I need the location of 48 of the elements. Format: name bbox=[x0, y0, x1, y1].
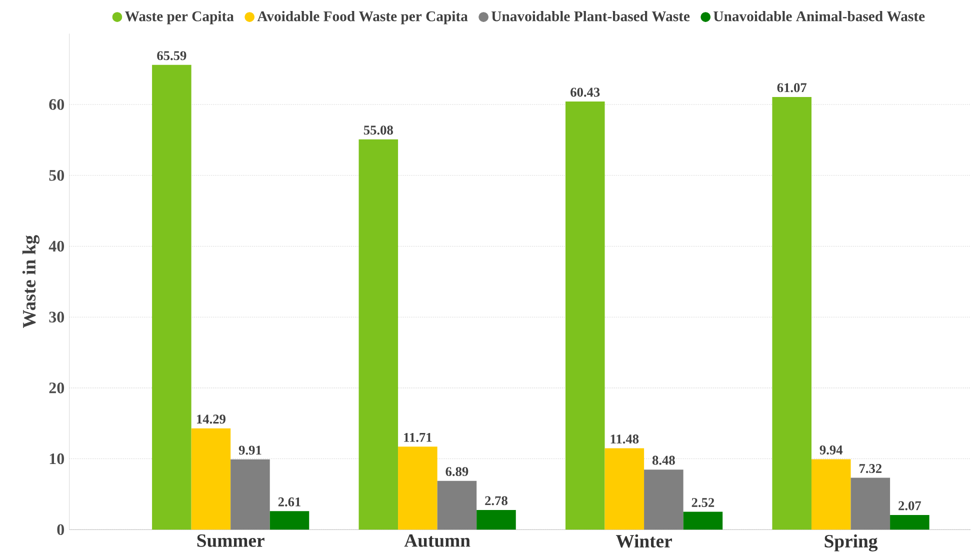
legend-label: Unavoidable Animal-based Waste bbox=[714, 10, 925, 22]
bar bbox=[230, 459, 270, 530]
y-tick-label: 10 bbox=[50, 453, 64, 464]
bar bbox=[811, 459, 851, 530]
x-tick-label: Spring bbox=[824, 534, 878, 552]
bar bbox=[398, 446, 438, 530]
data-label: 2.52 bbox=[692, 498, 714, 508]
y-tick-label: 60 bbox=[49, 99, 64, 110]
x-tick-label: Autumn bbox=[404, 534, 470, 547]
bar bbox=[644, 470, 684, 530]
data-label: 9.94 bbox=[820, 446, 843, 455]
bar bbox=[437, 480, 477, 530]
y-tick-label: 30 bbox=[49, 312, 64, 322]
data-label: 65.59 bbox=[157, 51, 186, 60]
bar bbox=[358, 139, 398, 530]
data-label: 9.91 bbox=[238, 446, 262, 455]
data-label: 6.89 bbox=[446, 467, 468, 476]
bar bbox=[476, 510, 516, 530]
data-label: 11.71 bbox=[404, 432, 432, 442]
data-label: 55.08 bbox=[364, 126, 393, 135]
legend-label: Unavoidable Plant-based Waste bbox=[492, 10, 690, 22]
legend-label: Waste per Capita bbox=[125, 10, 234, 24]
x-tick-label: Winter bbox=[616, 534, 672, 548]
y-axis-title: Waste in kg bbox=[22, 235, 40, 328]
y-tick-label: 50 bbox=[49, 170, 64, 181]
data-label: 7.32 bbox=[859, 464, 882, 474]
bar bbox=[565, 101, 605, 530]
bar bbox=[270, 511, 310, 530]
y-tick-label: 40 bbox=[48, 240, 64, 252]
data-label: 2.61 bbox=[278, 497, 300, 506]
bar bbox=[683, 512, 723, 530]
data-label: 60.43 bbox=[570, 88, 600, 97]
y-tick-label: 0 bbox=[57, 524, 64, 536]
data-label: 11.48 bbox=[610, 434, 639, 444]
bar bbox=[152, 64, 192, 530]
bar bbox=[890, 514, 930, 530]
bar bbox=[191, 428, 231, 530]
bar bbox=[772, 96, 812, 530]
data-label: 61.07 bbox=[777, 83, 807, 92]
x-tick-label: Summer bbox=[197, 534, 264, 547]
data-label: 14.29 bbox=[197, 414, 226, 424]
bar bbox=[604, 448, 644, 530]
data-label: 8.48 bbox=[652, 456, 675, 465]
bar bbox=[850, 478, 890, 530]
data-label: 2.07 bbox=[898, 501, 922, 510]
y-tick-label: 20 bbox=[49, 382, 64, 394]
data-label: 2.78 bbox=[485, 496, 508, 506]
legend-label: Avoidable Food Waste per Capita bbox=[257, 10, 468, 24]
